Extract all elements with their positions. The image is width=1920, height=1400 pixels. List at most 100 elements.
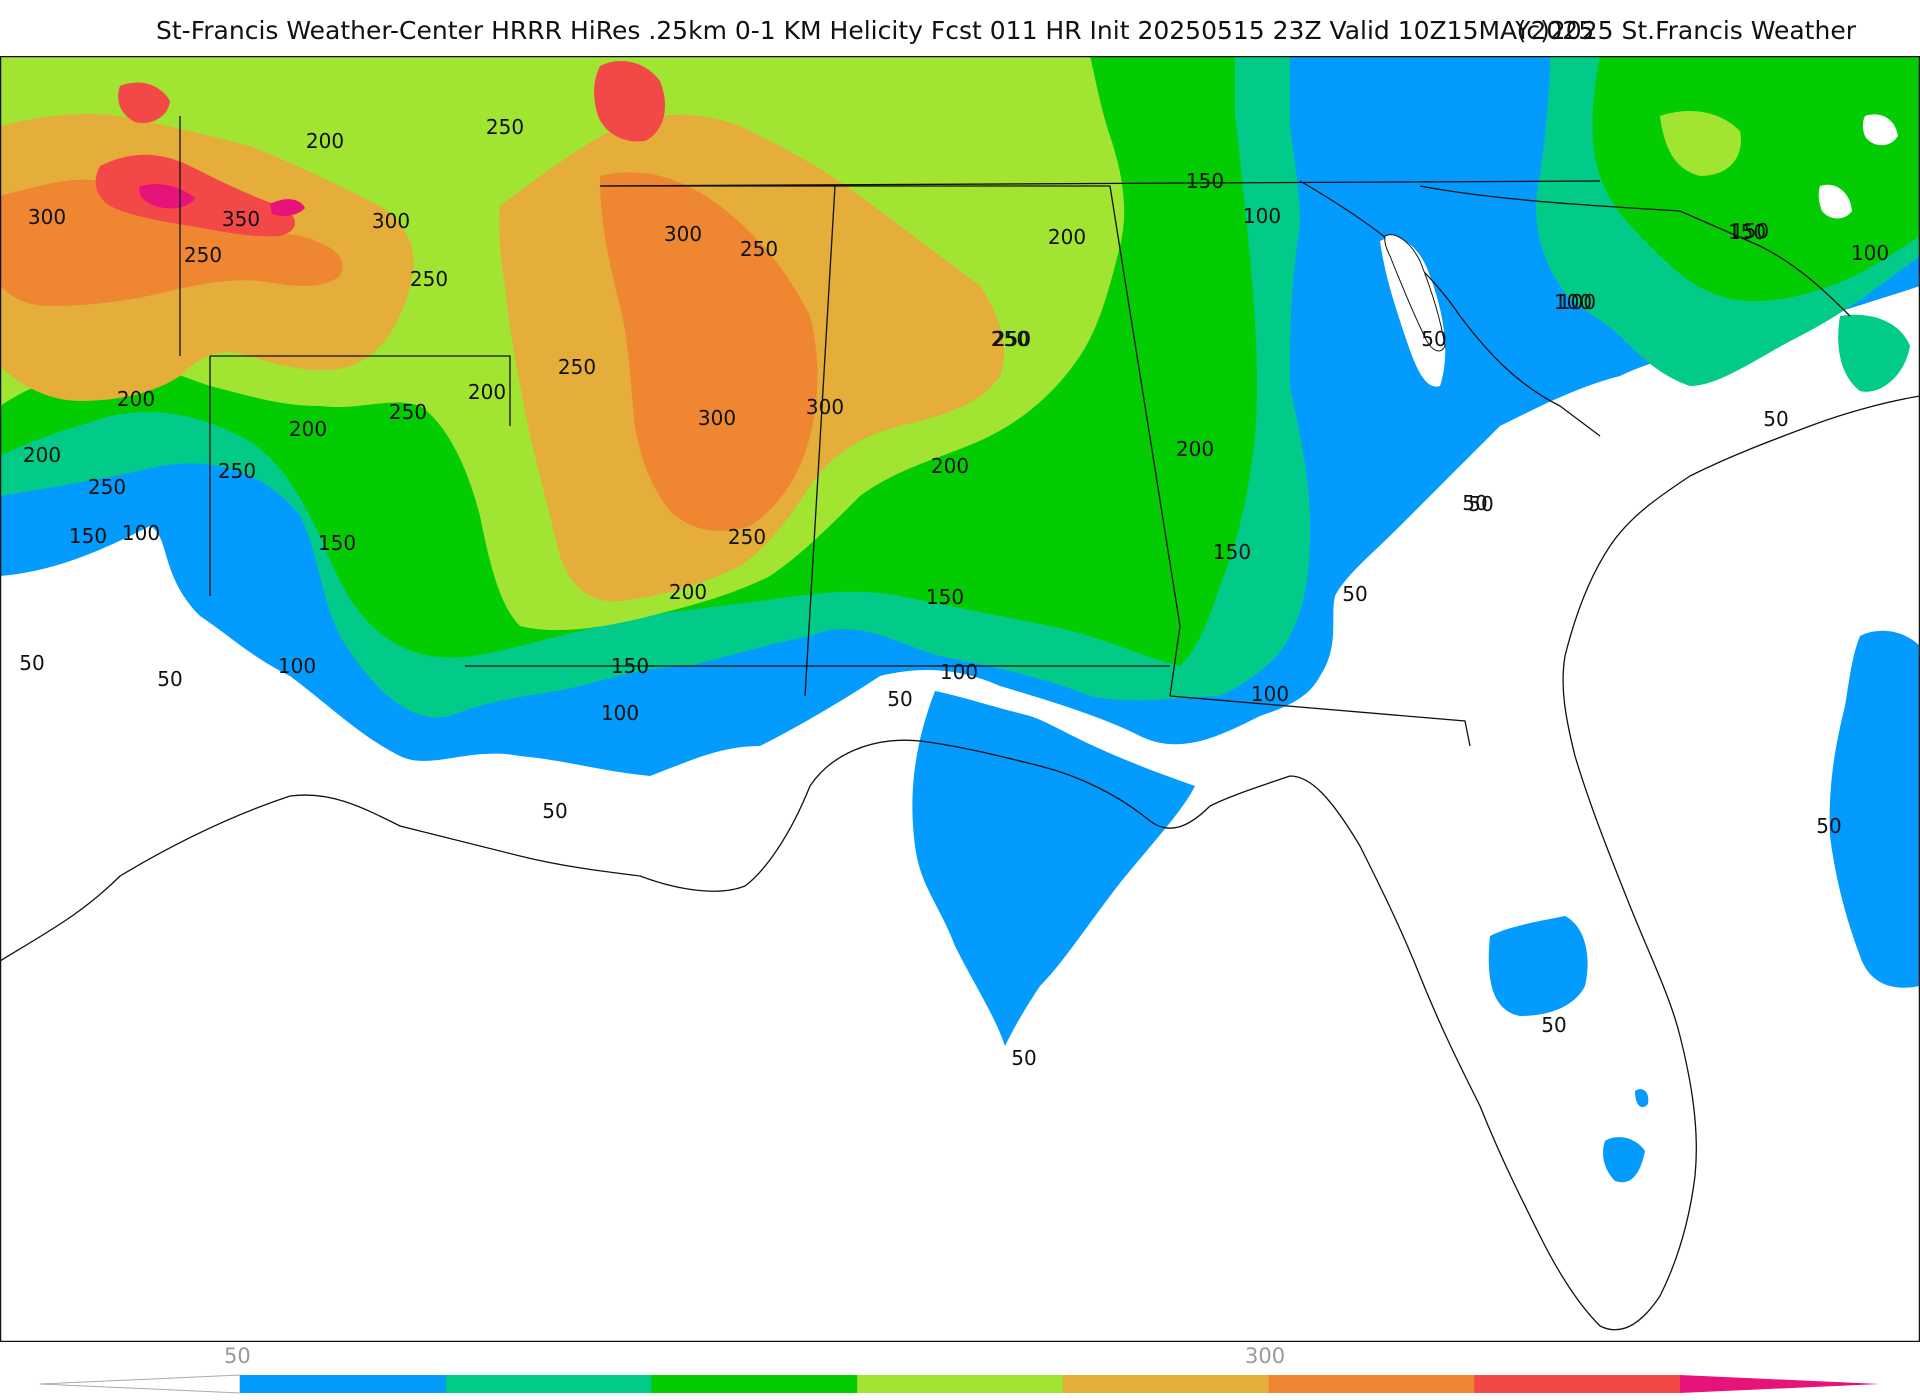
- band-400: [139, 184, 195, 209]
- map-label: 250: [184, 243, 222, 267]
- colorbar-bin-c250: [1062, 1375, 1270, 1393]
- map-label: 100: [1554, 290, 1592, 314]
- lake-feature: [1384, 234, 1446, 352]
- colorbar-bins: [240, 1375, 1681, 1393]
- band-350: [95, 154, 296, 237]
- border-ms-al: [804, 185, 836, 697]
- colorbar-bin-c100: [445, 1375, 652, 1393]
- band-fl-50: [1488, 916, 1588, 1016]
- map-label: 150: [1731, 219, 1769, 243]
- border-al-ga: [1109, 185, 1181, 697]
- map-label: 350: [222, 207, 260, 231]
- map-label: 250: [728, 525, 766, 549]
- band-300: [0, 179, 343, 306]
- hole-ga2: [1818, 184, 1852, 219]
- map-label: 100: [940, 660, 978, 684]
- map-label: 150: [611, 654, 649, 678]
- band-fl-small2: [1635, 1089, 1649, 1108]
- title-bar: St-Francis Weather-Center HRRR HiRes .25…: [0, 0, 1920, 58]
- map-label: 50: [887, 687, 912, 711]
- border-ar-la: [210, 355, 511, 426]
- map-label: 300: [372, 209, 410, 233]
- border-ga-sc: [1299, 180, 1601, 437]
- map-label: 100: [1251, 682, 1289, 706]
- map-label: 250: [88, 475, 126, 499]
- band-350-nw: [118, 82, 170, 124]
- band-200-east: [1660, 111, 1741, 176]
- map-label: 50: [1541, 1013, 1566, 1037]
- border-nc-sc: [1419, 185, 1851, 317]
- map-label: 50: [1011, 1046, 1036, 1070]
- map-label: 200: [669, 580, 707, 604]
- band-gulf-50: [912, 691, 1195, 1046]
- map-label: 150: [1213, 540, 1251, 564]
- colorbar-left-arrow: [39, 1374, 241, 1394]
- colorbar-bin-c50: [240, 1375, 447, 1393]
- map-label: 200: [306, 129, 344, 153]
- map-label: 100: [601, 701, 639, 725]
- map-label: 200: [468, 380, 506, 404]
- border-fl-ga: [1169, 695, 1471, 747]
- band-350-n: [594, 61, 665, 142]
- colorbar-tick-50: 50: [224, 1344, 251, 1368]
- map-label: 50: [1468, 492, 1493, 516]
- map-label: 250: [389, 400, 427, 424]
- map-label: 50: [157, 667, 182, 691]
- colorbar-tick-300: 300: [1245, 1344, 1286, 1368]
- chart-title: St-Francis Weather-Center HRRR HiRes .25…: [156, 16, 1595, 45]
- coastline: [0, 395, 1920, 1331]
- map-label: 100: [122, 521, 160, 545]
- map-label: 250: [410, 267, 448, 291]
- map-label: 50: [1462, 491, 1487, 515]
- colorbar-bin-c150: [651, 1375, 858, 1393]
- map-label: 250: [740, 237, 778, 261]
- map-label: 150: [1186, 169, 1224, 193]
- band-300-mid: [600, 172, 818, 531]
- map-label: 200: [1176, 437, 1214, 461]
- colorbar-bin-c200: [857, 1375, 1064, 1393]
- map-label: 250: [486, 115, 524, 139]
- colorbar-bin-c300: [1268, 1375, 1475, 1393]
- band-400-b: [270, 199, 305, 216]
- map-label: 50: [1342, 582, 1367, 606]
- map-label: 100: [1558, 290, 1596, 314]
- state-borders: [179, 116, 1851, 747]
- map-label: 100: [278, 654, 316, 678]
- map-label: 300: [698, 406, 736, 430]
- hole-ga: [1380, 237, 1446, 387]
- map-label: 150: [926, 585, 964, 609]
- map-label: 100: [1851, 241, 1889, 265]
- helicity-map: 200 250 300 350 300 250 250 300 250 200 …: [0, 56, 1920, 1342]
- map-label: 100: [1243, 204, 1281, 228]
- map-label: 300: [664, 222, 702, 246]
- colorbar: [39, 1374, 1880, 1394]
- band-fl-small: [1603, 1137, 1645, 1183]
- map-label: 150: [69, 524, 107, 548]
- map-label: 250: [218, 459, 256, 483]
- contour-labels: 200 250 300 350 300 250 250 300 250 200 …: [19, 115, 1889, 1070]
- map-label: 150: [318, 531, 356, 555]
- map-label: 50: [19, 651, 44, 675]
- map-label: 300: [28, 205, 66, 229]
- map-label: 50: [1763, 407, 1788, 431]
- border-tn: [599, 180, 1601, 187]
- copyright-text: (c)2025 St.Francis Weather: [1516, 16, 1856, 45]
- map-label: 200: [23, 443, 61, 467]
- map-label: 200: [289, 417, 327, 441]
- hole-ne: [1862, 114, 1898, 146]
- map-label: 250: [558, 355, 596, 379]
- map-label: 200: [117, 387, 155, 411]
- band-100-ne: [1838, 314, 1910, 392]
- map-label: 250: [991, 327, 1029, 351]
- map-label: 250: [993, 327, 1031, 351]
- map-label: 150: [1728, 220, 1766, 244]
- map-label: 50: [542, 799, 567, 823]
- map-label: 200: [1048, 225, 1086, 249]
- colorbar-bin-c350: [1474, 1375, 1681, 1393]
- map-label: 50: [1816, 814, 1841, 838]
- map-label: 50: [1421, 327, 1446, 351]
- map-label: 200: [931, 454, 969, 478]
- band-east-50: [1829, 630, 1920, 988]
- colorbar-right-arrow: [1680, 1375, 1880, 1393]
- map-label: 300: [806, 395, 844, 419]
